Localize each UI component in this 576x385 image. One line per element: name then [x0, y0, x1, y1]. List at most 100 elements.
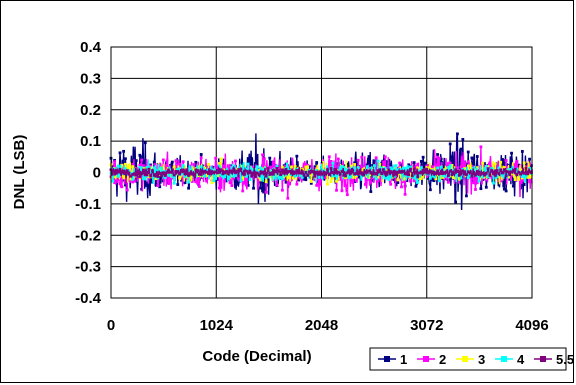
data-point [448, 142, 452, 146]
data-point [434, 157, 438, 161]
data-point [488, 161, 492, 165]
data-point [492, 170, 495, 174]
data-point [111, 169, 115, 173]
data-point [194, 180, 198, 184]
data-point [219, 169, 223, 172]
data-point [116, 164, 120, 168]
data-point [248, 171, 252, 174]
data-point [190, 170, 194, 174]
data-point [484, 185, 488, 189]
data-point [510, 151, 513, 155]
data-point [418, 171, 421, 175]
data-point [428, 188, 432, 192]
data-point [414, 164, 418, 168]
data-point [120, 163, 124, 167]
data-point [291, 170, 295, 174]
data-point [362, 173, 365, 177]
data-point [345, 193, 349, 197]
data-point [520, 175, 524, 178]
data-point [407, 163, 411, 167]
data-point [481, 161, 485, 165]
data-point [466, 170, 470, 174]
data-point [149, 174, 153, 178]
data-point [336, 177, 340, 181]
data-point [115, 173, 118, 177]
data-point [281, 188, 284, 192]
data-point [133, 179, 136, 183]
x-tick-label: 2048 [305, 317, 338, 334]
data-point [454, 168, 458, 172]
data-point [187, 180, 190, 184]
data-point [201, 170, 205, 174]
data-point [281, 177, 284, 181]
data-point [475, 155, 479, 158]
plot-border [110, 46, 533, 299]
data-point [124, 162, 127, 166]
data-point [216, 171, 219, 175]
data-point [387, 178, 391, 181]
data-point [324, 176, 328, 180]
data-point [118, 167, 122, 171]
data-point [217, 164, 221, 168]
data-point [333, 168, 337, 171]
data-point [466, 150, 470, 154]
data-point [398, 168, 402, 171]
data-point [268, 166, 272, 170]
data-point [338, 169, 342, 173]
y-tick-label: 0.2 [80, 102, 101, 119]
data-point [528, 157, 531, 161]
data-point [526, 175, 530, 179]
data-point [398, 170, 402, 174]
data-point [419, 166, 423, 170]
data-point [300, 175, 304, 179]
data-point [170, 160, 174, 164]
data-point [423, 169, 427, 173]
data-point [441, 172, 445, 175]
data-point [335, 170, 338, 173]
data-point [174, 159, 178, 163]
data-point [288, 169, 292, 173]
data-point [205, 170, 209, 174]
data-point [528, 175, 531, 179]
data-point [138, 153, 142, 157]
legend-label: 5.5 [556, 352, 574, 367]
data-point [468, 171, 472, 175]
data-point [392, 169, 396, 173]
data-point [345, 171, 349, 175]
data-point [353, 180, 356, 183]
data-point [338, 178, 342, 181]
data-point [457, 177, 461, 181]
data-point [405, 172, 409, 176]
data-point [356, 166, 360, 170]
data-point [465, 173, 468, 176]
data-point [401, 180, 405, 184]
data-point [447, 180, 450, 184]
x-tick-label: 4096 [515, 317, 548, 334]
data-point [450, 155, 454, 159]
data-point [198, 172, 201, 176]
data-point [320, 175, 324, 179]
data-point [430, 165, 434, 169]
data-point [354, 172, 358, 175]
data-point [394, 164, 398, 168]
data-point [259, 186, 263, 190]
data-point [441, 176, 445, 179]
data-point [192, 163, 196, 166]
data-point [409, 167, 412, 171]
data-point [403, 177, 407, 181]
data-point [336, 170, 340, 174]
data-point [396, 170, 400, 174]
data-point [421, 168, 425, 172]
data-point [481, 175, 485, 179]
data-point [342, 165, 346, 169]
data-point [270, 166, 273, 170]
data-point [161, 174, 165, 178]
data-point [167, 170, 171, 174]
data-point [504, 189, 508, 193]
data-point [199, 165, 203, 169]
x-tick-labels: 0 1024 2048 3072 4096 [107, 317, 549, 334]
data-point [268, 156, 272, 160]
y-tick-label: -0.3 [75, 259, 101, 276]
data-point [428, 169, 432, 173]
